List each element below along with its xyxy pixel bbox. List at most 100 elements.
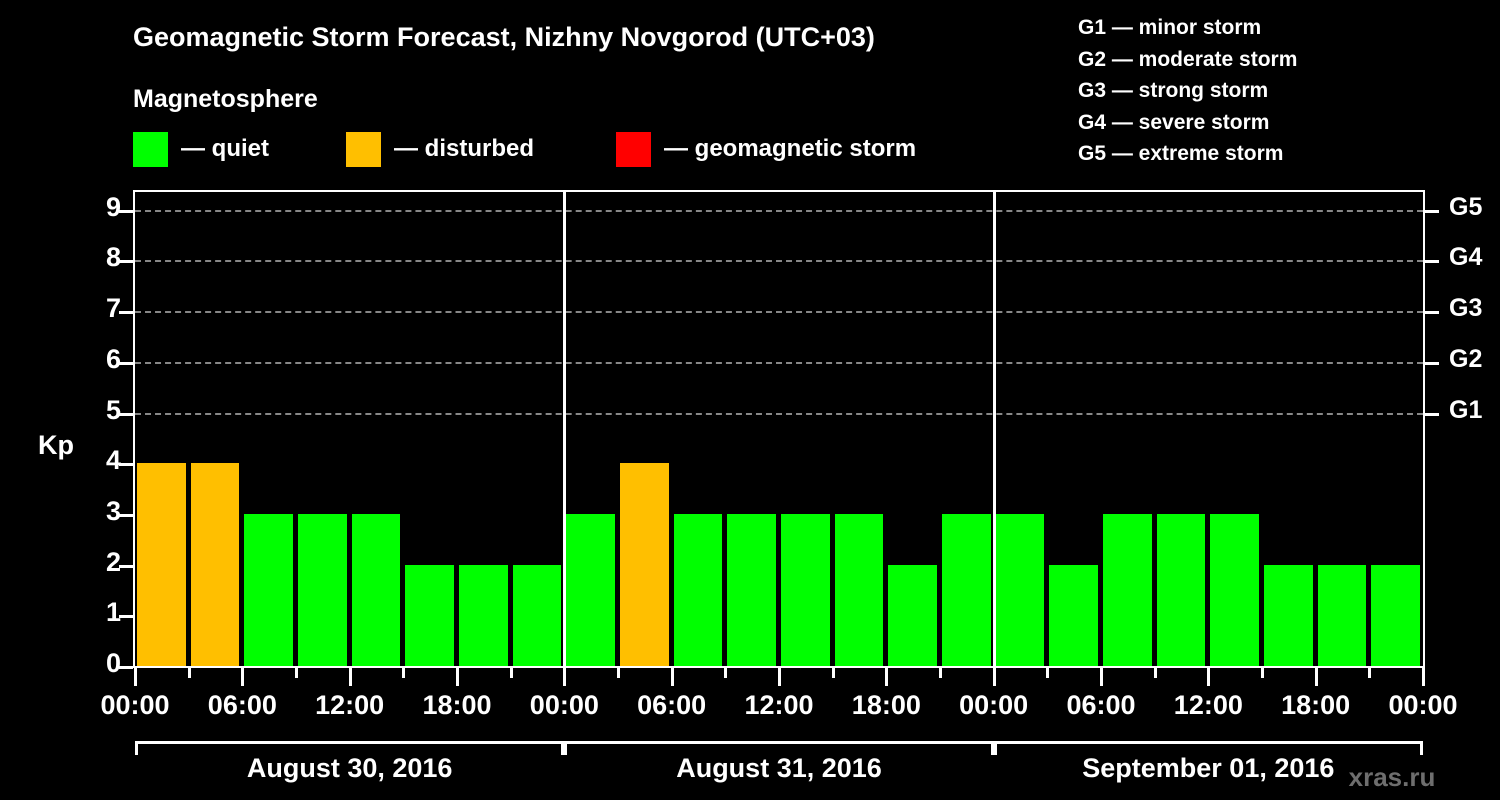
time-tick — [563, 668, 567, 686]
kp-tick-label-3: 3 — [105, 495, 121, 526]
bar[interactable] — [137, 463, 186, 666]
kp-tick-label-8: 8 — [105, 242, 121, 273]
bar[interactable] — [1264, 564, 1313, 666]
plot-area — [133, 190, 1425, 668]
g-tick-label-G2: G2 — [1449, 344, 1483, 373]
time-tick — [670, 668, 674, 686]
bar[interactable] — [566, 513, 615, 666]
kp-tick-label-9: 9 — [105, 191, 121, 222]
bar[interactable] — [995, 513, 1045, 666]
time-tick — [402, 668, 406, 678]
page-title: Geomagnetic Storm Forecast, Nizhny Novgo… — [133, 22, 875, 52]
time-tick — [724, 668, 728, 678]
quiet-swatch — [133, 131, 168, 167]
time-tick-label: 06:00 — [637, 690, 707, 720]
g-tick-label-G1: G1 — [1449, 395, 1483, 424]
watermark: xras.ru — [1348, 762, 1436, 792]
kp-tick-4 — [119, 463, 133, 467]
time-tick-label: 00:00 — [100, 690, 170, 720]
bar[interactable] — [512, 564, 562, 666]
kp-tick-label-0: 0 — [105, 648, 121, 678]
legend-item-disturbed: — disturbed — [346, 131, 534, 167]
g-tick-G3 — [1425, 311, 1439, 315]
kp-tick-label-5: 5 — [105, 394, 121, 425]
bar[interactable] — [351, 513, 401, 666]
time-tick — [885, 668, 889, 686]
bar[interactable] — [673, 513, 723, 666]
time-tick-label: 00:00 — [529, 690, 599, 720]
time-tick — [617, 668, 620, 678]
kp-tick-2 — [119, 564, 133, 568]
time-tick-label: 00:00 — [1388, 690, 1458, 720]
time-tick — [241, 668, 245, 686]
time-tick — [1422, 668, 1425, 686]
bar[interactable] — [1210, 513, 1259, 666]
kp-tick-8 — [119, 260, 133, 264]
kp-tick-0 — [119, 666, 133, 669]
bar[interactable] — [190, 463, 240, 666]
bar[interactable] — [298, 513, 347, 666]
bar[interactable] — [244, 513, 293, 666]
kp-tick-label-2: 2 — [105, 546, 121, 577]
g-tick-G5 — [1425, 209, 1439, 213]
bar[interactable] — [1103, 513, 1152, 666]
time-tick-label: 18:00 — [1281, 690, 1351, 720]
date-label-2: August 31, 2016 — [676, 753, 882, 783]
kp-tick-6 — [119, 361, 133, 365]
time-tick — [1314, 668, 1318, 686]
bar[interactable] — [1371, 564, 1420, 666]
date-label-3: September 01, 2016 — [1082, 753, 1335, 783]
date-bracket-2 — [564, 741, 994, 755]
date-bracket-line — [993, 741, 1423, 755]
time-tick-label: 18:00 — [422, 690, 492, 720]
g-scale-legend: G1 — minor storm G2 — moderate storm G3 — … — [1078, 12, 1297, 170]
bar[interactable] — [727, 513, 776, 666]
gridline-kp-7 — [135, 311, 1423, 314]
g-tick-label-G4: G4 — [1449, 243, 1483, 272]
legend-label: — quiet — [181, 135, 269, 162]
g-legend-row-3: G3 — strong storm — [1078, 79, 1269, 102]
time-tick — [348, 668, 352, 686]
time-tick-label: 18:00 — [851, 690, 921, 720]
gridline-kp-8 — [135, 260, 1423, 263]
kp-tick-7 — [119, 311, 133, 315]
bar[interactable] — [405, 564, 454, 666]
g-legend-row-5: G5 — extreme storm — [1078, 142, 1284, 165]
legend-label: — disturbed — [394, 135, 535, 162]
magnetosphere-heading: Magnetosphere — [133, 85, 318, 113]
g-legend-row-1: G1 — minor storm — [1078, 16, 1262, 39]
time-tick — [134, 668, 137, 686]
kp-tick-label-4: 4 — [105, 445, 121, 476]
time-tick — [1207, 668, 1211, 686]
kp-tick-label-1: 1 — [105, 597, 121, 628]
kp-tick-5 — [119, 412, 133, 416]
kp-tick-9 — [119, 209, 133, 213]
bar[interactable] — [834, 513, 884, 666]
bar[interactable] — [1049, 564, 1098, 666]
legend-item-quiet: — quiet — [133, 131, 269, 167]
time-tick — [1368, 668, 1372, 678]
kp-tick-3 — [119, 513, 133, 517]
day-separator-1 — [563, 192, 567, 666]
time-tick — [778, 668, 781, 686]
bar[interactable] — [459, 564, 508, 666]
bar[interactable] — [781, 513, 830, 666]
gridline-kp-5 — [135, 412, 1423, 415]
bar[interactable] — [1317, 564, 1367, 666]
disturbed-swatch — [346, 131, 381, 167]
bar[interactable] — [942, 513, 991, 666]
time-tick-label: 06:00 — [207, 690, 277, 720]
g-tick-label-G3: G3 — [1449, 294, 1483, 323]
time-tick-label: 12:00 — [1173, 690, 1243, 720]
time-tick-label: 06:00 — [1066, 690, 1136, 720]
time-tick — [939, 668, 942, 678]
time-tick — [456, 668, 459, 686]
g-tick-G1 — [1425, 412, 1439, 416]
bar[interactable] — [888, 564, 937, 666]
bar[interactable] — [1156, 513, 1206, 666]
date-bracket-1 — [135, 741, 565, 755]
bar[interactable] — [620, 463, 669, 666]
g-tick-G2 — [1425, 361, 1439, 365]
g-legend-row-2: G2 — moderate storm — [1078, 47, 1298, 71]
